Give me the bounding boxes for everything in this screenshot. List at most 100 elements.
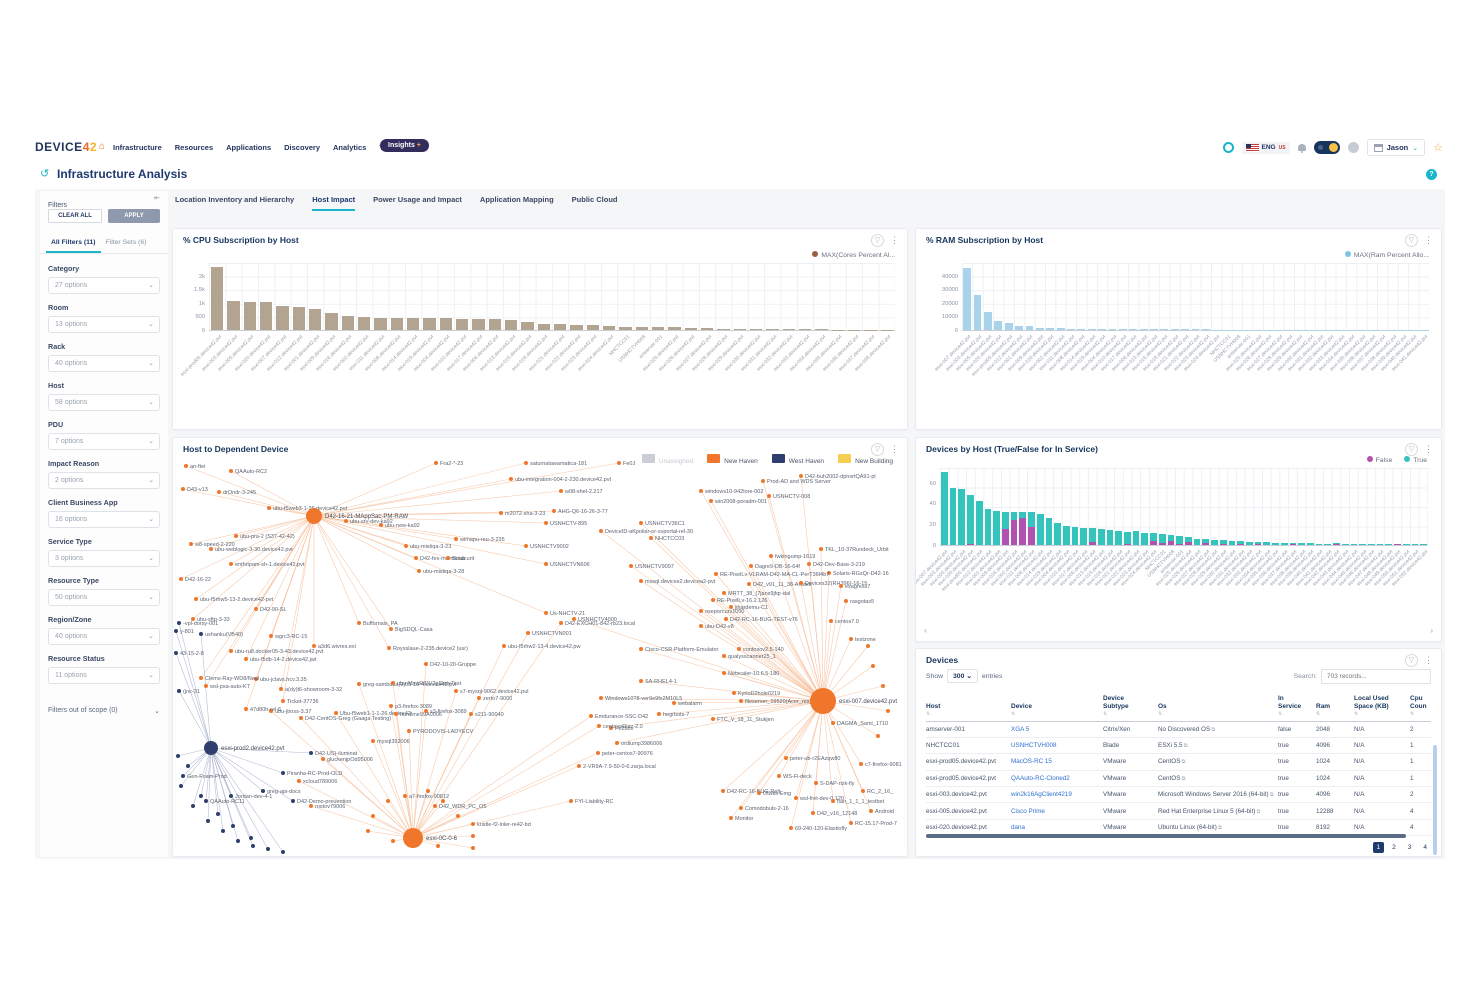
column-header-0[interactable]: Host ⇅ [926,693,1011,722]
kebab-menu-icon[interactable]: ⋮ [890,235,899,245]
bar[interactable] [308,309,322,330]
dependency-graph[interactable]: an-ftei QAAuto-RC2 D43-v13 drOndr-3-245 ubu-… [173,456,908,856]
tab-power-usage-and-impact[interactable]: Power Usage and Impact [373,195,462,204]
bar[interactable] [749,328,763,330]
network-legend-new-haven[interactable]: New Haven [707,454,758,465]
bar[interactable] [423,318,436,330]
bar[interactable] [1150,329,1158,330]
bar[interactable] [1385,543,1393,545]
bar[interactable] [700,328,714,330]
bar[interactable] [1141,532,1149,545]
bar[interactable] [325,312,338,330]
bar[interactable] [553,324,567,330]
bar[interactable] [1368,543,1375,545]
help-icon[interactable] [1222,142,1234,153]
bar[interactable] [1219,543,1227,545]
bar[interactable] [619,326,632,330]
bar[interactable] [1129,329,1138,330]
nav-item-infrastructure[interactable]: Infrastructure [113,143,162,152]
bar[interactable] [949,487,957,545]
nav-item-resources[interactable]: Resources [174,143,214,152]
filter-funnel-icon[interactable]: ▽ [1405,654,1418,667]
bar[interactable] [1036,513,1044,545]
filters-tab-0[interactable]: All Filters (11) [46,235,101,253]
sort-icon[interactable]: ⇅ [1410,711,1415,718]
bar[interactable] [1124,543,1131,545]
vertical-scrollbar[interactable] [1433,745,1437,855]
cell-device[interactable]: QAAuto-RC-Cloned2 [1011,770,1103,788]
cell-device[interactable]: MacOS-RC 15 [1011,753,1103,771]
bar[interactable] [1097,529,1105,545]
bar[interactable] [1067,328,1075,330]
bar[interactable] [602,325,616,330]
bar[interactable] [1324,543,1332,545]
bar[interactable] [1298,542,1305,545]
kebab-menu-icon[interactable]: ⋮ [1424,235,1433,245]
bar[interactable] [1411,543,1419,545]
devhost-plot[interactable] [940,468,1428,546]
bar[interactable] [984,508,992,545]
bar[interactable] [1132,531,1140,545]
settings-gear-icon[interactable] [1347,142,1359,153]
bar[interactable] [1025,325,1034,330]
table-row[interactable]: esxi-prod05.device42.pvt MacOS-RC 15 VMwar… [926,753,1431,771]
horizontal-scrollbar[interactable] [926,834,1406,838]
bar[interactable] [1201,329,1210,330]
filter-select[interactable]: 27 options ⌄ [48,277,160,294]
ram-plot[interactable] [962,263,1429,331]
collapse-panel-icon[interactable]: ⇤ [154,195,160,202]
kebab-menu-icon[interactable]: ⋮ [1424,655,1433,665]
search-input[interactable] [1321,669,1431,684]
sort-icon[interactable]: ⇅ [1158,711,1163,718]
nav-item-discovery[interactable]: Discovery [284,143,320,152]
bar[interactable] [1167,540,1175,545]
sort-icon[interactable]: ⇅ [1011,711,1016,718]
bar[interactable] [1015,325,1023,330]
column-header-1[interactable]: Device ⇅ [1011,693,1103,722]
bar[interactable] [1402,543,1410,545]
notifications-bell-icon[interactable] [1297,144,1306,153]
filters-tab-1[interactable]: Filter Sets (6) [105,239,147,246]
column-header-7[interactable]: Cpu Coun ⇅ [1410,693,1431,722]
bar[interactable] [1106,530,1114,545]
filter-select[interactable]: 11 options ⌄ [48,667,160,684]
sort-icon[interactable]: ⇅ [1354,711,1359,718]
nav-item-analytics[interactable]: Analytics [333,143,367,152]
bar[interactable] [1115,531,1122,545]
insights-button[interactable]: Insights + [380,139,429,152]
bar[interactable] [1160,329,1169,330]
bar[interactable] [1420,543,1427,545]
home-icon[interactable]: ⌂ [99,141,106,152]
table-row[interactable]: esxi-prod05.device42.pvt QAAuto-RC-Cloned… [926,770,1431,788]
bar[interactable] [227,301,240,330]
bar[interactable] [292,307,306,330]
network-legend-new-building[interactable]: New Building [838,454,893,465]
cell-device[interactable]: XGA 5 [1011,721,1103,738]
cell-device[interactable]: USNHCTVH008 [1011,737,1103,755]
bar[interactable] [798,329,812,330]
bar[interactable] [1333,543,1340,545]
bar[interactable] [1289,543,1297,545]
bar[interactable] [993,510,1000,545]
bar[interactable] [1315,543,1323,545]
bar[interactable] [1376,543,1384,545]
filter-funnel-icon[interactable]: ▽ [871,234,884,247]
bar[interactable] [210,266,224,330]
legend-item-false[interactable]: False [1366,456,1392,464]
bar[interactable] [1219,539,1227,544]
bar[interactable] [1002,529,1009,545]
legend-item-true[interactable]: True [1404,456,1427,464]
bar[interactable] [766,328,779,330]
bar[interactable] [1176,535,1183,544]
bar[interactable] [504,320,518,330]
bar[interactable] [276,306,289,330]
bar[interactable] [1004,323,1013,330]
bar[interactable] [1019,517,1027,545]
bar[interactable] [1150,532,1157,541]
page-4[interactable]: 4 [1423,844,1427,851]
bar[interactable] [1212,329,1221,330]
column-header-3[interactable]: Os ⇅ [1158,693,1278,722]
sort-icon[interactable]: ⇅ [1278,711,1283,718]
bar[interactable] [374,317,387,330]
